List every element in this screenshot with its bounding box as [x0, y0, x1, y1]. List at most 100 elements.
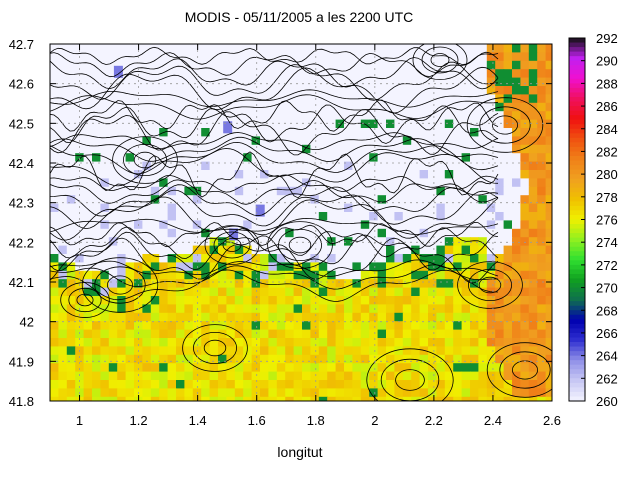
heatmap-cell: [394, 304, 404, 314]
heatmap-cell: [117, 346, 127, 356]
heatmap-cell: [293, 354, 303, 364]
heatmap-cell: [142, 262, 152, 272]
heatmap-cell: [276, 161, 286, 171]
heatmap-cell: [352, 178, 362, 188]
heatmap-cell: [419, 60, 429, 70]
heatmap-cell: [66, 94, 76, 104]
heatmap-cell: [100, 102, 110, 112]
heatmap-cell: [310, 321, 320, 331]
heatmap-cell: [453, 136, 463, 146]
heatmap-cell: [444, 94, 454, 104]
heatmap-cell: [268, 304, 278, 314]
heatmap-cell: [251, 346, 261, 356]
colorbar-segment: [569, 251, 585, 257]
heatmap-cell: [50, 262, 59, 272]
heatmap-cell: [537, 254, 547, 263]
heatmap-cell: [486, 380, 496, 389]
heatmap-cell: [260, 338, 269, 347]
heatmap-cell: [486, 270, 496, 280]
contour-line: [50, 61, 499, 101]
heatmap-cell: [520, 161, 530, 171]
heatmap-cell: [352, 346, 362, 356]
heatmap-cell: [470, 203, 479, 213]
heatmap-cell: [75, 363, 85, 373]
x-tick-label: 2.6: [543, 413, 561, 428]
heatmap-cell: [58, 270, 68, 280]
heatmap-cell: [428, 77, 437, 87]
heatmap-cell: [302, 228, 311, 238]
heatmap-cell: [125, 296, 135, 305]
heatmap-cell: [545, 363, 552, 373]
heatmap-cell: [327, 128, 337, 137]
heatmap-cell: [369, 296, 379, 305]
heatmap-cell: [176, 329, 185, 339]
heatmap-cell: [503, 52, 513, 62]
heatmap-cell: [108, 254, 118, 263]
heatmap-cell: [537, 396, 547, 401]
heatmap-cell: [142, 94, 152, 104]
heatmap-cell: [100, 380, 110, 389]
heatmap-cell: [394, 195, 404, 205]
heatmap-cell: [66, 77, 76, 87]
heatmap-cell: [83, 119, 93, 129]
heatmap-cell: [461, 304, 471, 314]
heatmap-cell: [142, 86, 152, 95]
heatmap-cell: [184, 371, 194, 381]
heatmap-cell: [167, 380, 177, 389]
heatmap-cell: [243, 296, 253, 305]
heatmap-cell: [428, 270, 437, 280]
heatmap-cell: [419, 254, 429, 263]
heatmap-cell: [192, 380, 202, 389]
heatmap-cell: [461, 153, 471, 163]
heatmap-cell: [66, 212, 76, 221]
heatmap-cell: [369, 371, 379, 381]
heatmap-cell: [285, 388, 295, 398]
heatmap-cell: [234, 346, 244, 356]
heatmap-cell: [411, 60, 421, 70]
heatmap-cell: [478, 254, 488, 263]
heatmap-cell: [184, 119, 194, 129]
heatmap-cell: [528, 128, 538, 137]
heatmap-cell: [75, 212, 85, 221]
heatmap-cell: [503, 153, 513, 163]
heatmap-cell: [310, 186, 320, 196]
heatmap-cell: [150, 245, 160, 255]
heatmap-cell: [209, 312, 219, 322]
heatmap-cell: [344, 245, 353, 255]
heatmap-cell: [108, 94, 118, 104]
heatmap-cell: [92, 153, 101, 163]
heatmap-cell: [276, 44, 286, 53]
heatmap-cell: [117, 237, 127, 247]
heatmap-cell: [470, 186, 479, 196]
heatmap-cell: [50, 144, 59, 154]
heatmap-cell: [520, 371, 530, 381]
heatmap-cell: [402, 296, 412, 305]
heatmap-cell: [302, 44, 311, 53]
heatmap-cell: [142, 346, 152, 356]
colorbar-tick-label: 264: [596, 349, 618, 364]
heatmap-cell: [159, 287, 169, 297]
heatmap-cell: [218, 212, 227, 221]
heatmap-cell: [134, 144, 143, 154]
heatmap-cell: [176, 388, 185, 398]
heatmap-cell: [218, 396, 227, 401]
heatmap-cell: [377, 363, 387, 373]
heatmap-cell: [352, 144, 362, 154]
heatmap-cell: [444, 287, 454, 297]
heatmap-cell: [411, 69, 421, 79]
heatmap-cell: [159, 102, 169, 112]
heatmap-cell: [369, 69, 379, 79]
heatmap-cell: [243, 212, 253, 221]
heatmap-cell: [310, 371, 320, 381]
heatmap-cell: [503, 94, 513, 104]
heatmap-cell: [495, 270, 505, 280]
heatmap-cell: [327, 119, 337, 129]
heatmap-cell: [66, 52, 76, 62]
heatmap-cell: [520, 111, 530, 121]
heatmap-cell: [386, 86, 395, 95]
colorbar-tick-label: 270: [596, 281, 618, 296]
heatmap-cell: [243, 254, 253, 263]
heatmap-cell: [176, 86, 185, 95]
heatmap-cell: [310, 380, 320, 389]
heatmap-cell: [184, 338, 194, 347]
